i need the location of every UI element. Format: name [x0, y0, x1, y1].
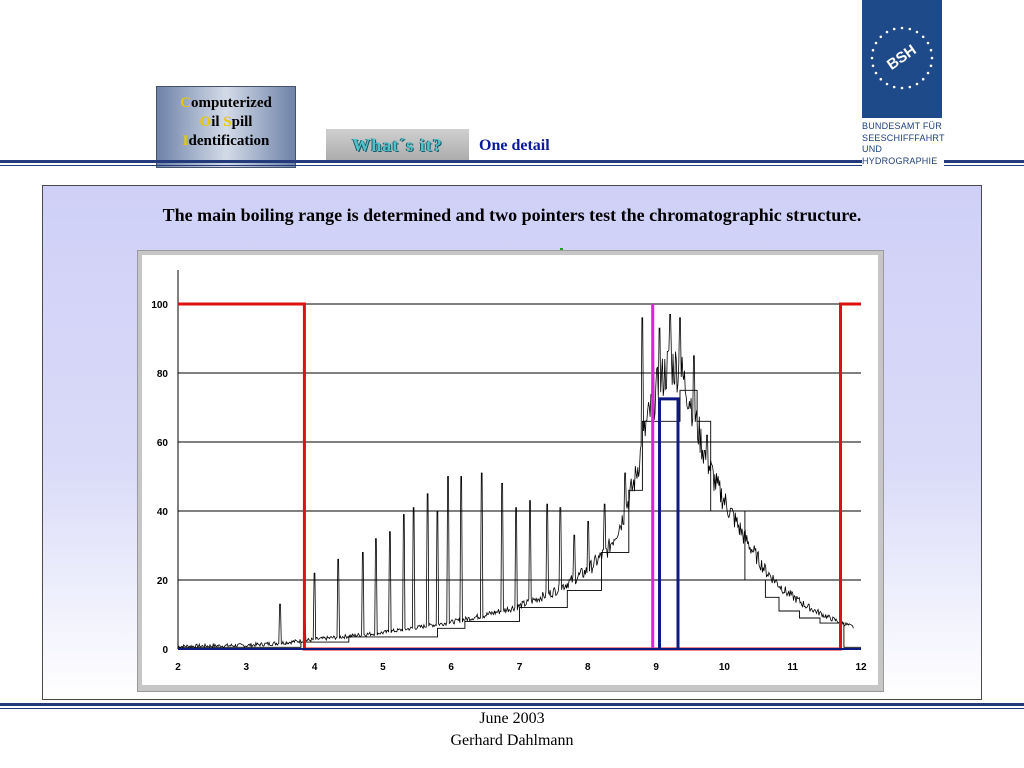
logo-text-3: dentification	[188, 133, 270, 149]
y-tick-label: 100	[151, 300, 168, 311]
x-tick-label: 8	[585, 662, 591, 673]
header-rule-right-thin	[944, 165, 1024, 166]
emblem-star	[915, 30, 919, 34]
agency-line-2: SEESCHIFFFAHRT	[862, 132, 945, 143]
logo-initial-s: S	[223, 114, 232, 130]
emblem-star	[929, 48, 933, 52]
x-tick-label: 5	[380, 662, 386, 673]
emblem-star	[900, 86, 904, 90]
emblem-star	[874, 41, 878, 45]
step-envelope	[178, 389, 861, 648]
x-tick-label: 2	[175, 662, 181, 673]
emblem-star	[908, 85, 912, 89]
agency-line-1: BUNDESAMT FÜR	[862, 121, 942, 131]
y-tick-label: 40	[157, 507, 169, 518]
emblem-star	[874, 71, 878, 75]
whats-it-badge: What´s it?	[326, 129, 469, 161]
header-rule-thick	[0, 160, 862, 163]
footer-rule-thick	[0, 703, 1024, 706]
header-rule-thin	[0, 165, 862, 166]
emblem-star	[871, 48, 875, 52]
slide-description: The main boiling range is determined and…	[162, 205, 862, 225]
emblem-star	[892, 85, 896, 89]
emblem-star	[885, 30, 889, 34]
logo-text-2a: il	[211, 114, 224, 130]
x-tick-label: 6	[448, 662, 454, 673]
x-tick-label: 10	[719, 662, 731, 673]
footer-rule-thin	[0, 708, 1024, 709]
emblem-star	[885, 82, 889, 86]
slide-subtitle: One detail	[479, 137, 550, 154]
header-rule-right-thick	[944, 160, 1024, 163]
y-tick-label: 0	[162, 645, 168, 656]
emblem-star	[900, 26, 904, 30]
emblem-star	[915, 82, 919, 86]
logo-initial-o: O	[199, 114, 212, 130]
y-tick-label: 60	[157, 438, 169, 449]
emblem-star	[879, 77, 883, 81]
footer-date: June 2003	[479, 710, 545, 727]
cosi-logo: Computerized Oil Spill Identification	[156, 86, 296, 168]
x-tick-label: 7	[517, 662, 523, 673]
emblem-star	[929, 64, 933, 68]
logo-text-1: omputerized	[191, 95, 272, 111]
logo-initial-i: I	[182, 133, 189, 149]
chart-plot-area	[142, 255, 878, 685]
boiling-range-line	[178, 302, 861, 651]
logo-line-1: Computerized	[157, 94, 295, 113]
x-tick-label: 3	[244, 662, 250, 673]
y-tick-label: 20	[157, 576, 169, 587]
logo-line-2: Oil Spill	[157, 113, 295, 132]
logo-text-2b: pill	[231, 114, 253, 130]
emblem-star	[908, 27, 912, 31]
logo-initial-c: C	[180, 95, 191, 111]
emblem-star	[870, 56, 874, 60]
x-tick-label: 4	[312, 662, 318, 673]
agency-name: BUNDESAMT FÜR SEESCHIFFFAHRT UND HYDROGR…	[862, 121, 946, 167]
emblem-star	[921, 77, 925, 81]
agency-line-3: UND	[862, 144, 883, 154]
y-tick-label: 80	[157, 369, 169, 380]
agency-line-4: HYDROGRAPHIE	[862, 155, 938, 166]
emblem-star	[879, 35, 883, 39]
emblem-star	[930, 56, 934, 60]
logo-line-3: Identification	[157, 132, 295, 151]
emblem-star	[892, 27, 896, 31]
pointer-navy	[658, 397, 680, 649]
bsh-emblem-icon: BSH	[862, 0, 942, 118]
x-tick-label: 11	[787, 662, 798, 673]
emblem-star	[926, 41, 930, 45]
emblem-star	[921, 35, 925, 39]
emblem-star	[926, 71, 930, 75]
emblem-star	[871, 64, 875, 68]
chromatogram-trace	[177, 310, 854, 650]
footer-author: Gerhard Dahlmann	[450, 732, 574, 749]
x-tick-label: 12	[855, 662, 867, 673]
x-tick-label: 9	[653, 662, 659, 673]
